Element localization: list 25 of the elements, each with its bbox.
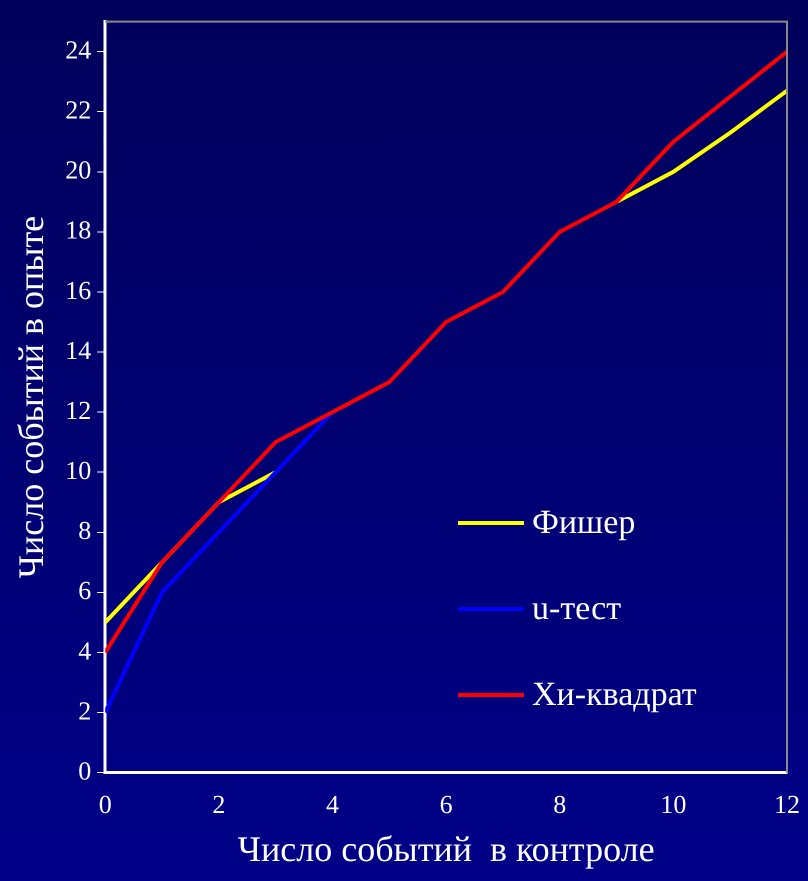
x-tick-label: 12 xyxy=(774,790,800,820)
x-tick-label: 2 xyxy=(212,790,226,820)
y-tick-label: 12 xyxy=(65,396,92,425)
x-tick-label: 6 xyxy=(440,790,453,820)
y-tick-label: 20 xyxy=(65,156,92,185)
y-tick-label: 4 xyxy=(78,636,92,666)
y-tick-label: 6 xyxy=(78,576,92,606)
x-axis-title: Число событий в контроле xyxy=(238,828,655,869)
x-tick-label: 0 xyxy=(98,790,112,820)
y-tick-label: 16 xyxy=(65,276,92,305)
x-tick-label: 8 xyxy=(553,790,566,820)
x-tick-label: 4 xyxy=(326,790,339,820)
y-tick-label: 14 xyxy=(65,336,92,365)
y-tick-label: 18 xyxy=(65,216,92,245)
y-axis-title: Число событий в опыте xyxy=(11,216,52,578)
y-tick-label: 24 xyxy=(65,35,92,64)
y-tick-label: 10 xyxy=(65,456,92,486)
y-tick-label: 22 xyxy=(65,96,92,125)
legend-label: Хи-квадрат xyxy=(532,676,697,714)
x-tick-label: 10 xyxy=(660,790,686,820)
legend-label: u-тест xyxy=(532,590,622,628)
legend-label: Фишер xyxy=(532,504,636,542)
y-tick-label: 0 xyxy=(78,756,92,786)
y-tick-label: 8 xyxy=(78,516,92,546)
y-tick-label: 2 xyxy=(78,696,92,726)
